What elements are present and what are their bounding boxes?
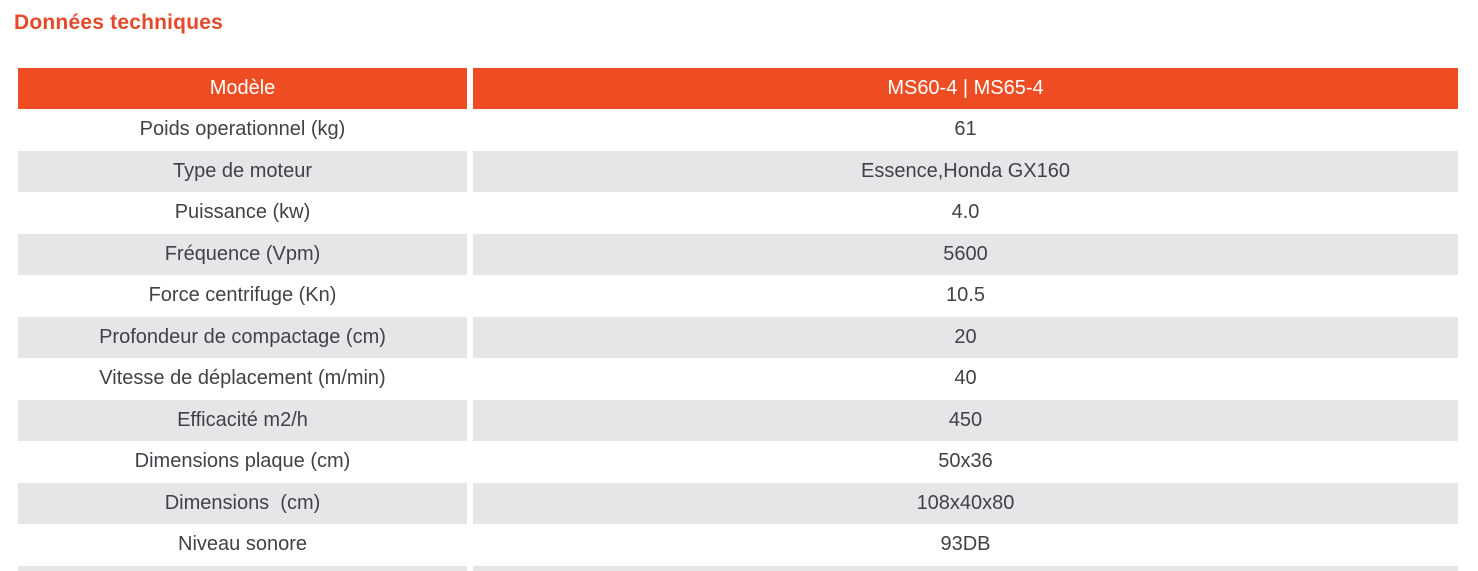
table-row: Niveau sonore 93DB xyxy=(18,524,1458,566)
spec-value-cell: 61 xyxy=(473,109,1458,151)
spec-label-cell: Niveau sonore xyxy=(18,524,467,566)
spec-value-cell: Essence,Honda GX160 xyxy=(473,150,1458,192)
spec-value-cell: 20 xyxy=(473,316,1458,358)
spec-value-cell: 5600 xyxy=(473,233,1458,275)
spec-value-cell: 10.5 xyxy=(473,275,1458,317)
spec-value-cell: 108x40x80 xyxy=(473,482,1458,524)
table-row: Fréquence (Vpm) 5600 xyxy=(18,233,1458,275)
cutoff-value-cell xyxy=(473,565,1458,571)
spec-value-cell: 450 xyxy=(473,399,1458,441)
table-row: Dimensions plaque (cm) 50x36 xyxy=(18,441,1458,483)
spec-label-cell: Type de moteur xyxy=(18,150,467,192)
spec-value-cell: 93DB xyxy=(473,524,1458,566)
table-row: Dimensions (cm) 108x40x80 xyxy=(18,482,1458,524)
spec-value-cell: 4.0 xyxy=(473,192,1458,234)
header-model-value-cell: MS60-4 | MS65-4 xyxy=(473,68,1458,109)
spec-label-cell: Force centrifuge (Kn) xyxy=(18,275,467,317)
table-row: Efficacité m2/h 450 xyxy=(18,399,1458,441)
spec-label-cell: Dimensions (cm) xyxy=(18,482,467,524)
table-row: Puissance (kw) 4.0 xyxy=(18,192,1458,234)
spec-label-cell: Fréquence (Vpm) xyxy=(18,233,467,275)
spec-table: Modèle MS60-4 | MS65-4 Poids operationne… xyxy=(18,68,1458,571)
spec-value-cell: 40 xyxy=(473,358,1458,400)
cutoff-label-cell xyxy=(18,565,467,571)
spec-label-cell: Vitesse de déplacement (m/min) xyxy=(18,358,467,400)
cutoff-row xyxy=(18,565,1458,571)
spec-label-cell: Puissance (kw) xyxy=(18,192,467,234)
spec-label-cell: Profondeur de compactage (cm) xyxy=(18,316,467,358)
table-header-row: Modèle MS60-4 | MS65-4 xyxy=(18,68,1458,109)
spec-label-cell: Efficacité m2/h xyxy=(18,399,467,441)
page-title: Données techniques xyxy=(14,11,223,34)
table-row: Vitesse de déplacement (m/min) 40 xyxy=(18,358,1458,400)
table-row: Profondeur de compactage (cm) 20 xyxy=(18,316,1458,358)
spec-value-cell: 50x36 xyxy=(473,441,1458,483)
table-row: Type de moteur Essence,Honda GX160 xyxy=(18,150,1458,192)
header-model-label-cell: Modèle xyxy=(18,68,467,109)
table-row: Force centrifuge (Kn) 10.5 xyxy=(18,275,1458,317)
spec-label-cell: Dimensions plaque (cm) xyxy=(18,441,467,483)
table-row: Poids operationnel (kg) 61 xyxy=(18,109,1458,151)
spec-label-cell: Poids operationnel (kg) xyxy=(18,109,467,151)
